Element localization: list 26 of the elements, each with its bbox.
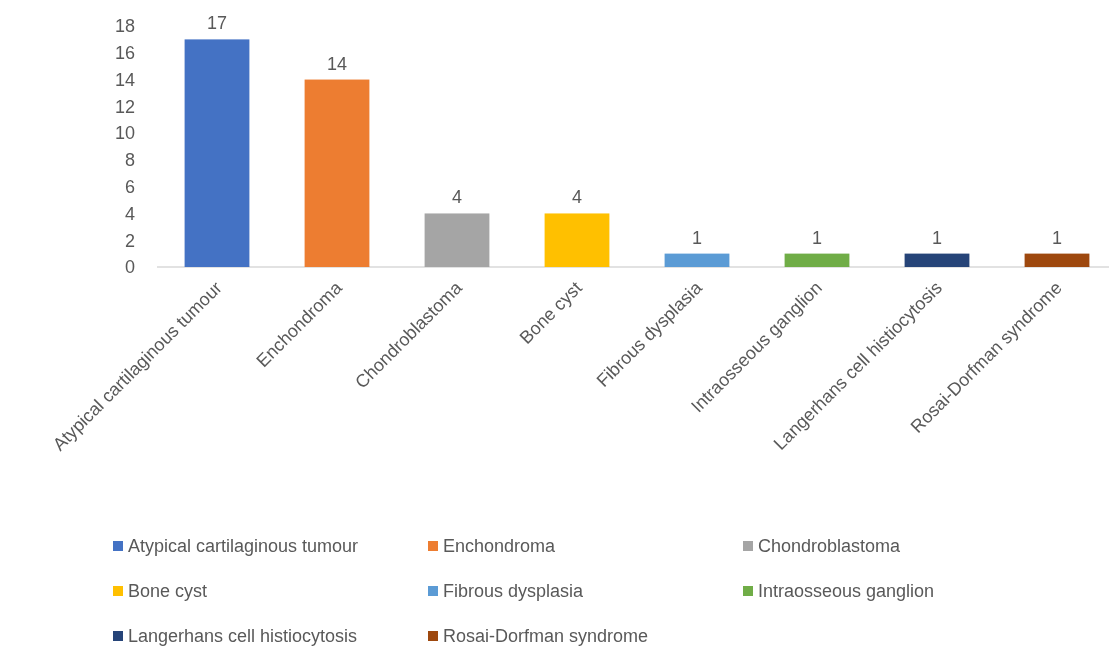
data-label: 1	[931, 227, 943, 248]
y-tick-label: 6	[124, 176, 135, 197]
y-tick-label: 8	[124, 150, 135, 171]
y-tick-label: 14	[114, 69, 135, 90]
y-tick-label: 4	[124, 203, 135, 224]
data-label: 4	[451, 187, 463, 208]
data-label: 1	[811, 227, 823, 248]
data-label: 1	[1051, 227, 1063, 248]
legend-label: Langerhans cell histiocytosis	[128, 626, 358, 647]
y-tick-label: 2	[124, 230, 135, 251]
legend-label: Rosai-Dorfman syndrome	[443, 626, 649, 647]
legend-label: Fibrous dysplasia	[443, 581, 585, 602]
y-tick-label: 12	[114, 96, 135, 117]
data-label: 14	[326, 53, 348, 74]
data-label: 17	[206, 13, 228, 34]
y-tick-label: 0	[124, 257, 135, 278]
y-tick-label: 16	[114, 43, 135, 64]
y-tick-label: 18	[114, 16, 135, 37]
legend-label: Bone cyst	[128, 581, 208, 602]
legend-label: Atypical cartilaginous tumour	[128, 536, 359, 557]
data-label: 4	[571, 187, 583, 208]
legend-label: Enchondroma	[443, 536, 557, 557]
data-label: 1	[691, 227, 703, 248]
legend-label: Chondroblastoma	[758, 536, 902, 557]
legend-label: Intraosseous ganglion	[758, 581, 935, 602]
y-tick-label: 10	[114, 123, 135, 144]
